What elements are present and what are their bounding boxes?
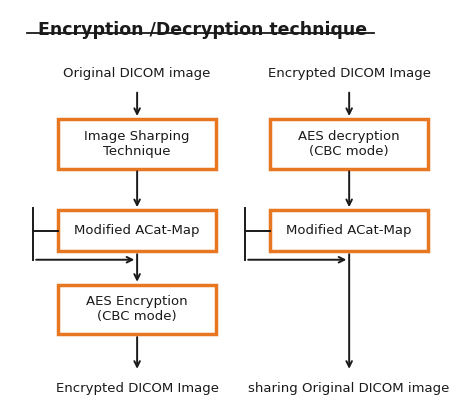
Text: Encrypted DICOM Image: Encrypted DICOM Image xyxy=(268,67,431,80)
Text: Encryption /Decryption technique: Encryption /Decryption technique xyxy=(38,21,367,39)
FancyBboxPatch shape xyxy=(270,119,428,168)
Text: sharing Original DICOM image: sharing Original DICOM image xyxy=(248,382,450,395)
Text: AES decryption
(CBC mode): AES decryption (CBC mode) xyxy=(298,130,400,158)
FancyBboxPatch shape xyxy=(58,119,216,168)
Text: AES Encryption
(CBC mode): AES Encryption (CBC mode) xyxy=(86,295,188,323)
FancyBboxPatch shape xyxy=(58,210,216,252)
Text: Modified ACat-Map: Modified ACat-Map xyxy=(286,224,412,237)
FancyBboxPatch shape xyxy=(58,285,216,334)
Text: Original DICOM image: Original DICOM image xyxy=(64,67,211,80)
Text: Encrypted DICOM Image: Encrypted DICOM Image xyxy=(55,382,219,395)
Text: Image Sharping
Technique: Image Sharping Technique xyxy=(84,130,190,158)
FancyBboxPatch shape xyxy=(270,210,428,252)
Text: Modified ACat-Map: Modified ACat-Map xyxy=(74,224,200,237)
